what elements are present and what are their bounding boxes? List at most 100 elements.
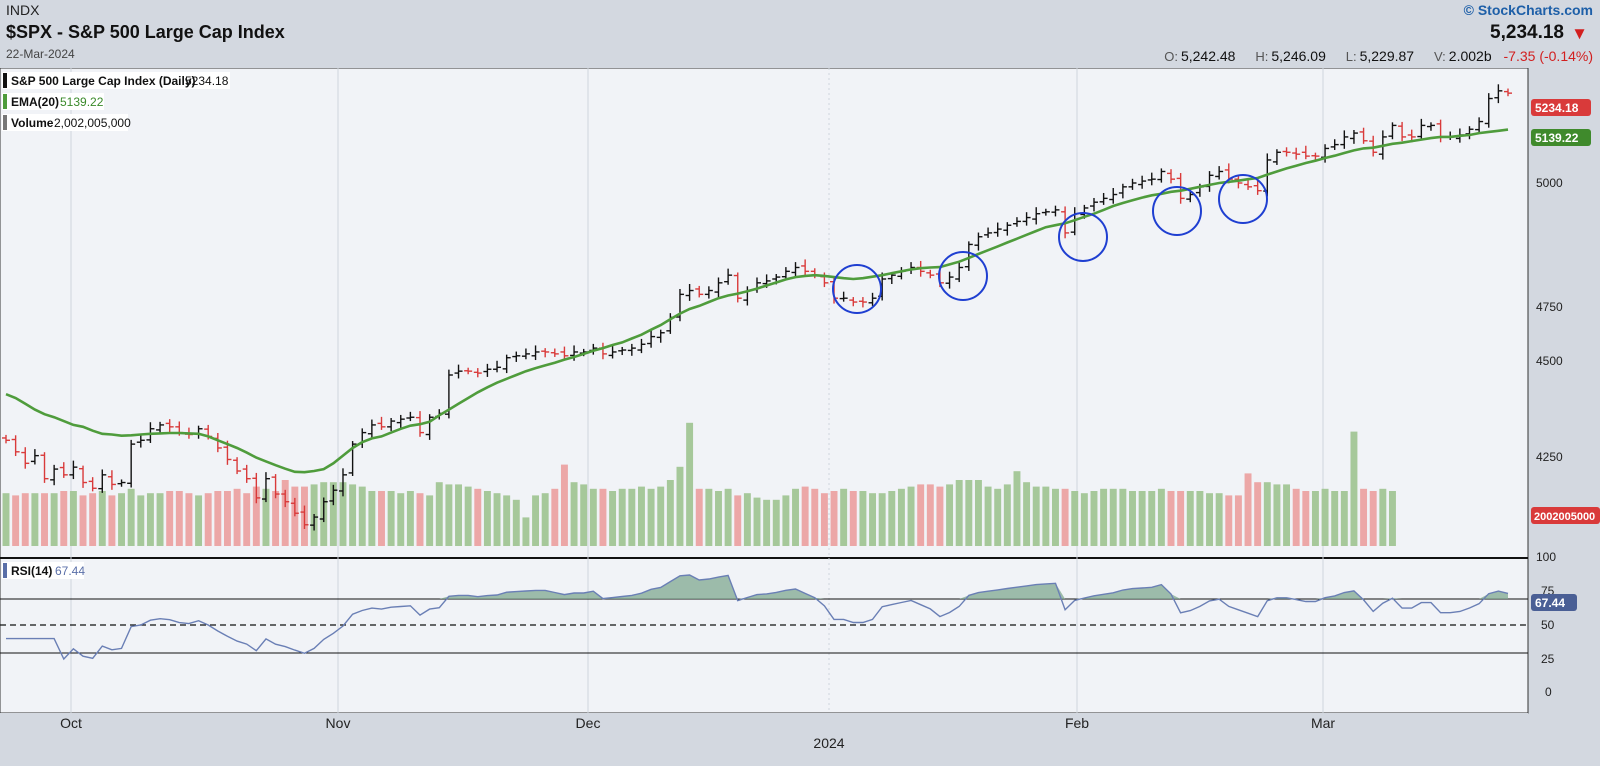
volume-bar [1032, 486, 1040, 546]
ohlc-bar [98, 469, 107, 493]
price-panel [0, 68, 1529, 559]
volume-bar [647, 488, 655, 546]
legend-ema-value: 5139.22 [60, 95, 104, 109]
ohlc-bar [521, 348, 530, 360]
ohlc-bar [550, 348, 559, 357]
volume-bar [560, 464, 568, 546]
ohlc-bar [1426, 122, 1435, 131]
ohlc-bar [1494, 84, 1503, 104]
ohlc-bar [955, 260, 964, 283]
volume-bar [41, 493, 48, 546]
open-value: 5,242.48 [1180, 48, 1236, 64]
rsi-panel [0, 557, 1529, 714]
volume-bar [368, 491, 376, 546]
ohlc-bar [271, 474, 280, 499]
volume-bar [637, 486, 645, 546]
legend-price-value: 5234.18 [185, 74, 229, 88]
down-arrow-icon: ▼ [1571, 24, 1588, 43]
price-tick-label: 4750 [1536, 300, 1563, 314]
ohlc-bar [733, 272, 742, 303]
volume-bar [281, 480, 289, 546]
ohlc-bar [1301, 145, 1310, 160]
price-chart[interactable]: S&P 500 Large Cap Index (Daily) 5234.18 … [0, 68, 1600, 766]
rsi-tick-label: 0 [1545, 685, 1552, 699]
ohlc-bar [801, 259, 810, 277]
volume-bar [1215, 493, 1223, 546]
ohlc-bar [541, 348, 550, 358]
volume-bar [792, 488, 799, 546]
ohlc-bar [300, 505, 309, 529]
volume-bar [974, 480, 982, 546]
volume-bar [628, 488, 636, 546]
x-axis [0, 713, 1528, 766]
ema-price-tag-text: 5139.22 [1535, 131, 1579, 145]
ohlc-bar [656, 329, 665, 343]
low-value: 5,229.87 [1359, 48, 1415, 64]
volume-bar [21, 493, 29, 546]
volume-bar [820, 493, 828, 546]
ohlc-bar [21, 447, 30, 469]
volume-bar [782, 495, 790, 546]
exchange-label: INDX [6, 2, 40, 18]
volume-bar [243, 493, 251, 546]
volume-bar [1273, 484, 1281, 546]
ohlc-bar [926, 269, 935, 279]
chart-date: 22-Mar-2024 [6, 47, 75, 61]
volume-bar [1311, 491, 1319, 546]
ohlc-bar [618, 346, 627, 356]
ohlc-bar [1475, 117, 1484, 133]
high-value: 5,246.09 [1271, 48, 1326, 64]
ohlc-bar [1292, 147, 1301, 160]
ohlc-bar [868, 292, 877, 306]
volume-bar [1119, 488, 1127, 546]
volume-bar [156, 493, 164, 546]
ema-touch-circle [832, 264, 882, 314]
ohlc-bar [233, 457, 242, 475]
ohlc-bar [858, 297, 867, 308]
ohlc-bar [1330, 139, 1339, 150]
ohlc-bar [464, 367, 473, 375]
ohlc-bar [531, 345, 540, 361]
volume-bar [426, 495, 434, 546]
ohlc-bar [454, 364, 463, 379]
volume-bar [734, 495, 742, 546]
volume-bar [60, 491, 68, 546]
ohlc-bar [261, 472, 270, 503]
ohlc-bar [1032, 207, 1041, 225]
ohlc-bar [781, 267, 790, 280]
rsi-tick-label: 50 [1541, 618, 1555, 632]
ohlc-bar [724, 268, 733, 285]
ohlc-bar [2, 434, 10, 444]
volume-bar [127, 488, 135, 546]
volume-bar [753, 497, 761, 546]
volume-bar [743, 493, 751, 546]
ohlc-bar [1504, 88, 1512, 97]
ohlc-bar [984, 227, 993, 238]
ohlc-bar [1417, 118, 1426, 140]
ohlc-bar [1369, 135, 1378, 157]
volume-bar [532, 495, 540, 546]
volume-bar [859, 491, 867, 546]
ohlc-bar [849, 297, 858, 307]
legend-volume-label: Volume [11, 116, 54, 130]
volume-bar [1225, 495, 1233, 546]
volume-bar [1196, 491, 1204, 546]
change-value: -7.35 (-0.14%) [1503, 48, 1593, 64]
ohlc-bar [473, 368, 482, 378]
copyright-link[interactable]: © StockCharts.com [1463, 2, 1593, 18]
rsi-tick-label: 25 [1541, 652, 1555, 666]
volume-bar [214, 491, 222, 546]
ohlc-bar [1012, 217, 1021, 227]
ohlc-bar [1215, 166, 1224, 180]
volume-bar [262, 488, 270, 546]
volume-bar [137, 495, 145, 546]
volume-bar [676, 466, 684, 546]
last-price-tag [1531, 99, 1591, 116]
ohlc-bar [387, 418, 396, 432]
volume-bar [445, 484, 453, 546]
ohlc-bar [1349, 130, 1358, 144]
ohlc-bar [127, 439, 136, 488]
volume-bar [686, 422, 694, 546]
volume-bar [1023, 482, 1031, 546]
rsi-tag [1531, 594, 1577, 611]
